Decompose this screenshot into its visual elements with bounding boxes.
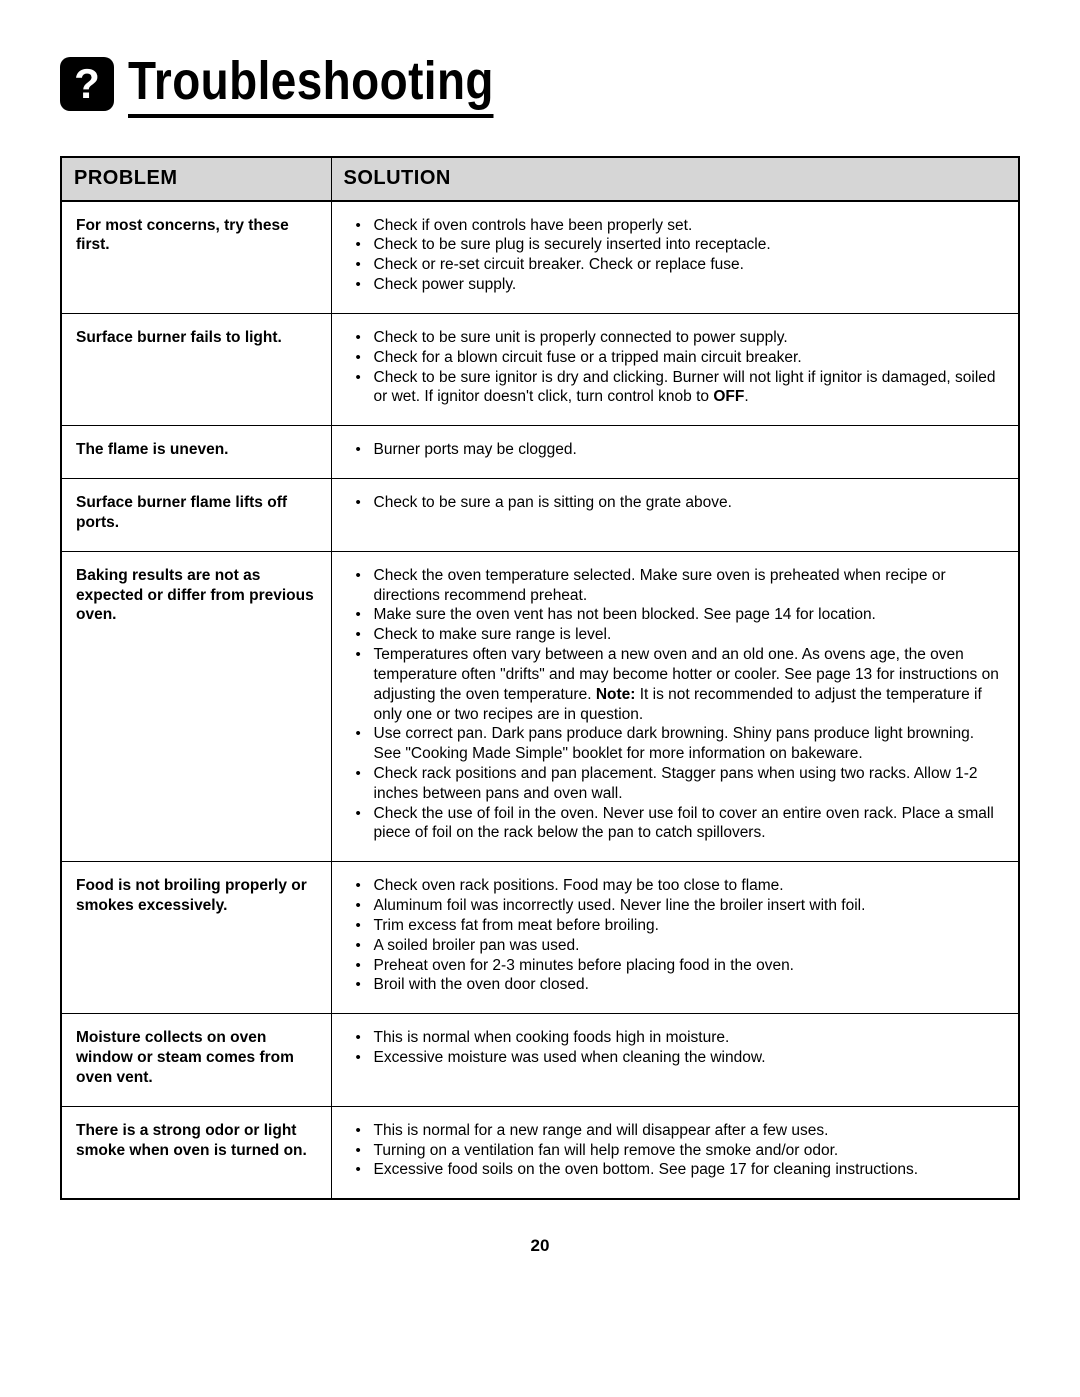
problem-cell: Surface burner flame lifts off ports.	[61, 479, 331, 552]
column-header-problem: PROBLEM	[61, 157, 331, 201]
problem-cell: The flame is uneven.	[61, 426, 331, 479]
table-row: Surface burner flame lifts off ports. Che…	[61, 479, 1019, 552]
solution-item: Burner ports may be clogged.	[356, 440, 1005, 460]
solution-cell: Check to be sure a pan is sitting on the…	[331, 479, 1019, 552]
problem-cell: For most concerns, try these first.	[61, 201, 331, 314]
solution-item: Check the use of foil in the oven. Never…	[356, 804, 1005, 844]
solution-item: Check oven rack positions. Food may be t…	[356, 876, 1005, 896]
solution-item: This is normal when cooking foods high i…	[356, 1028, 1005, 1048]
problem-cell: Food is not broiling properly or smokes …	[61, 862, 331, 1014]
table-row: The flame is uneven. Burner ports may be …	[61, 426, 1019, 479]
page-title: Troubleshooting	[128, 50, 494, 118]
solution-item: Broil with the oven door closed.	[356, 975, 1005, 995]
solution-item: This is normal for a new range and will …	[356, 1121, 1005, 1141]
solution-cell: Check oven rack positions. Food may be t…	[331, 862, 1019, 1014]
solution-item: Preheat oven for 2-3 minutes before plac…	[356, 956, 1005, 976]
problem-cell: Baking results are not as expected or di…	[61, 551, 331, 862]
solution-cell: Check the oven temperature selected. Mak…	[331, 551, 1019, 862]
solution-cell: Check to be sure unit is properly connec…	[331, 313, 1019, 425]
solution-item: Excessive moisture was used when cleanin…	[356, 1048, 1005, 1068]
table-row: Moisture collects on oven window or stea…	[61, 1014, 1019, 1106]
solution-item: Check to be sure a pan is sitting on the…	[356, 493, 1005, 513]
solution-item: Trim excess fat from meat before broilin…	[356, 916, 1005, 936]
header: ? Troubleshooting	[60, 50, 1020, 118]
problem-cell: Surface burner fails to light.	[61, 313, 331, 425]
solution-cell: This is normal when cooking foods high i…	[331, 1014, 1019, 1106]
solution-cell: Check if oven controls have been properl…	[331, 201, 1019, 314]
question-icon: ?	[60, 57, 114, 111]
table-row: For most concerns, try these first. Check…	[61, 201, 1019, 314]
solution-item: Check to be sure plug is securely insert…	[356, 235, 1005, 255]
solution-item: Check power supply.	[356, 275, 1005, 295]
solution-item: Use correct pan. Dark pans produce dark …	[356, 724, 1005, 764]
problem-cell: Moisture collects on oven window or stea…	[61, 1014, 331, 1106]
solution-item: Turning on a ventilation fan will help r…	[356, 1141, 1005, 1161]
table-row: Surface burner fails to light. Check to b…	[61, 313, 1019, 425]
solution-cell: Burner ports may be clogged.	[331, 426, 1019, 479]
solution-item: Temperatures often vary between a new ov…	[356, 645, 1005, 724]
table-row: Baking results are not as expected or di…	[61, 551, 1019, 862]
solution-item: Check for a blown circuit fuse or a trip…	[356, 348, 1005, 368]
solution-item: Check or re-set circuit breaker. Check o…	[356, 255, 1005, 275]
table-body: For most concerns, try these first. Check…	[61, 201, 1019, 1200]
solution-item: Check the oven temperature selected. Mak…	[356, 566, 1005, 606]
solution-item: Check to be sure unit is properly connec…	[356, 328, 1005, 348]
solution-item: Make sure the oven vent has not been blo…	[356, 605, 1005, 625]
column-header-solution: SOLUTION	[331, 157, 1019, 201]
troubleshooting-table: PROBLEM SOLUTION For most concerns, try …	[60, 156, 1020, 1200]
solution-item: A soiled broiler pan was used.	[356, 936, 1005, 956]
page-number: 20	[60, 1236, 1020, 1256]
solution-item: Aluminum foil was incorrectly used. Neve…	[356, 896, 1005, 916]
solution-item: Check to make sure range is level.	[356, 625, 1005, 645]
solution-item: Excessive food soils on the oven bottom.…	[356, 1160, 1005, 1180]
solution-cell: This is normal for a new range and will …	[331, 1106, 1019, 1199]
solution-item: Check rack positions and pan placement. …	[356, 764, 1005, 804]
solution-item: Check if oven controls have been properl…	[356, 216, 1005, 236]
table-row: Food is not broiling properly or smokes …	[61, 862, 1019, 1014]
solution-item: Check to be sure ignitor is dry and clic…	[356, 368, 1005, 408]
problem-cell: There is a strong odor or light smoke wh…	[61, 1106, 331, 1199]
table-row: There is a strong odor or light smoke wh…	[61, 1106, 1019, 1199]
